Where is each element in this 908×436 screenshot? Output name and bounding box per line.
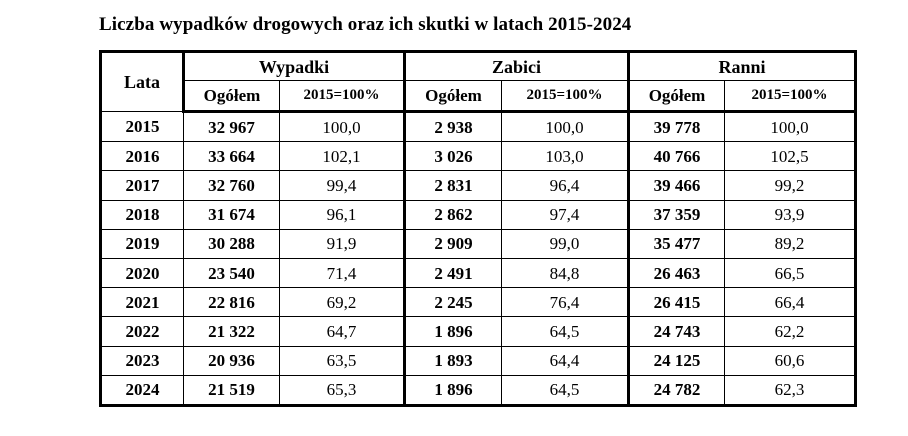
- header-group-row: Lata Wypadki Zabici Ranni: [100, 51, 857, 112]
- table-row: 2022 21 322 64,7 1 896 64,5 24 743 62,2: [100, 316, 857, 347]
- cell-wypadki-total: 32 967: [183, 110, 280, 143]
- cell-wypadki-total: 31 674: [183, 199, 280, 230]
- cell-ranni-index: 66,4: [724, 287, 857, 318]
- cell-zabici-total: 2 491: [403, 257, 502, 289]
- cell-zabici-index: 64,5: [500, 316, 630, 347]
- cell-ranni-total: 26 463: [627, 257, 726, 289]
- cell-year: 2016: [100, 141, 184, 172]
- cell-ranni-total: 40 766: [627, 141, 726, 172]
- cell-zabici-total: 1 896: [403, 374, 502, 406]
- header-sub-row: Ogółem 2015=100% Ogółem 2015=100% Ogółem…: [101, 80, 857, 113]
- cell-zabici-index: 97,4: [500, 199, 630, 230]
- cell-ranni-total: 24 782: [627, 374, 726, 406]
- header-wypadki-index: 2015=100%: [279, 80, 405, 113]
- table-row: 2016 33 664 102,1 3 026 103,0 40 766 102,5: [100, 141, 857, 172]
- cell-zabici-index: 96,4: [500, 170, 630, 201]
- cell-ranni-index: 66,5: [724, 257, 857, 289]
- cell-wypadki-total: 21 519: [183, 374, 280, 406]
- header-year: Lata: [100, 51, 185, 112]
- cell-wypadki-index: 96,1: [279, 199, 405, 230]
- cell-zabici-total: 1 893: [403, 345, 502, 376]
- cell-year: 2023: [100, 345, 184, 376]
- cell-year: 2022: [100, 316, 184, 347]
- cell-wypadki-total: 20 936: [183, 345, 280, 376]
- cell-ranni-index: 99,2: [724, 170, 857, 201]
- header-zabici-total: Ogółem: [403, 80, 502, 113]
- cell-wypadki-total: 23 540: [183, 257, 280, 289]
- cell-zabici-index: 99,0: [500, 228, 630, 259]
- header-group-zabici: Zabici: [402, 51, 630, 81]
- cell-year: 2024: [100, 374, 184, 406]
- cell-year: 2019: [100, 228, 184, 259]
- cell-zabici-index: 100,0: [500, 110, 630, 143]
- cell-year: 2020: [100, 257, 184, 289]
- header-group-ranni: Ranni: [627, 51, 857, 81]
- cell-ranni-index: 93,9: [724, 199, 857, 230]
- cell-zabici-total: 3 026: [403, 141, 502, 172]
- table-row: 2021 22 816 69,2 2 245 76,4 26 415 66,4: [100, 287, 857, 318]
- header-group-wypadki: Wypadki: [183, 51, 405, 81]
- table-row: 2019 30 288 91,9 2 909 99,0 35 477 89,2: [100, 228, 857, 259]
- cell-wypadki-index: 91,9: [279, 228, 405, 259]
- cell-wypadki-total: 30 288: [183, 228, 280, 259]
- cell-zabici-total: 1 896: [403, 316, 502, 347]
- cell-zabici-index: 64,4: [500, 345, 630, 376]
- cell-wypadki-index: 102,1: [279, 141, 405, 172]
- header-wypadki-total: Ogółem: [183, 80, 280, 113]
- cell-ranni-total: 35 477: [627, 228, 726, 259]
- accidents-table: Lata Wypadki Zabici Ranni Ogółem 2015=10…: [99, 50, 858, 407]
- cell-wypadki-index: 69,2: [279, 287, 405, 318]
- header-ranni-index: 2015=100%: [724, 80, 857, 113]
- cell-ranni-total: 26 415: [627, 287, 726, 318]
- cell-year: 2018: [100, 199, 184, 230]
- cell-zabici-total: 2 862: [403, 199, 502, 230]
- cell-wypadki-index: 63,5: [279, 345, 405, 376]
- cell-wypadki-total: 32 760: [183, 170, 280, 201]
- cell-ranni-total: 24 125: [627, 345, 726, 376]
- cell-ranni-total: 37 359: [627, 199, 726, 230]
- cell-zabici-total: 2 831: [403, 170, 502, 201]
- cell-zabici-index: 76,4: [500, 287, 630, 318]
- header-zabici-index: 2015=100%: [500, 80, 630, 113]
- cell-year: 2021: [100, 287, 184, 318]
- table-row: 2023 20 936 63,5 1 893 64,4 24 125 60,6: [100, 345, 857, 376]
- table-row: 2020 23 540 71,4 2 491 84,8 26 463 66,5: [100, 257, 857, 289]
- cell-zabici-index: 64,5: [500, 374, 630, 406]
- table-row: 2015 32 967 100,0 2 938 100,0 39 778 100,0: [100, 110, 857, 143]
- cell-zabici-total: 2 245: [403, 287, 502, 318]
- cell-ranni-index: 89,2: [724, 228, 857, 259]
- cell-wypadki-total: 33 664: [183, 141, 280, 172]
- cell-zabici-index: 103,0: [500, 141, 630, 172]
- table-title: Liczba wypadków drogowych oraz ich skutk…: [99, 14, 632, 35]
- cell-wypadki-index: 64,7: [279, 316, 405, 347]
- cell-wypadki-total: 22 816: [183, 287, 280, 318]
- table-body: 2015 32 967 100,0 2 938 100,0 39 778 100,0 2016…: [100, 110, 857, 406]
- table-row: 2024 21 519 65,3 1 896 64,5 24 782 62,3: [100, 374, 857, 406]
- cell-wypadki-index: 99,4: [279, 170, 405, 201]
- cell-ranni-total: 39 778: [627, 110, 726, 143]
- cell-ranni-index: 60,6: [724, 345, 857, 376]
- cell-zabici-total: 2 938: [403, 110, 502, 143]
- table-row: 2018 31 674 96,1 2 862 97,4 37 359 93,9: [100, 199, 857, 230]
- cell-ranni-index: 100,0: [724, 110, 857, 143]
- cell-ranni-total: 24 743: [627, 316, 726, 347]
- cell-ranni-index: 62,2: [724, 316, 857, 347]
- cell-year: 2017: [100, 170, 184, 201]
- table-row: 2017 32 760 99,4 2 831 96,4 39 466 99,2: [100, 170, 857, 201]
- cell-ranni-index: 62,3: [724, 374, 857, 406]
- cell-wypadki-total: 21 322: [183, 316, 280, 347]
- cell-ranni-index: 102,5: [724, 141, 857, 172]
- cell-zabici-total: 2 909: [403, 228, 502, 259]
- cell-ranni-total: 39 466: [627, 170, 726, 201]
- cell-wypadki-index: 100,0: [279, 110, 405, 143]
- header-ranni-total: Ogółem: [627, 80, 726, 113]
- cell-zabici-index: 84,8: [500, 257, 630, 289]
- cell-wypadki-index: 71,4: [279, 257, 405, 289]
- cell-year: 2015: [100, 110, 184, 143]
- cell-wypadki-index: 65,3: [279, 374, 405, 406]
